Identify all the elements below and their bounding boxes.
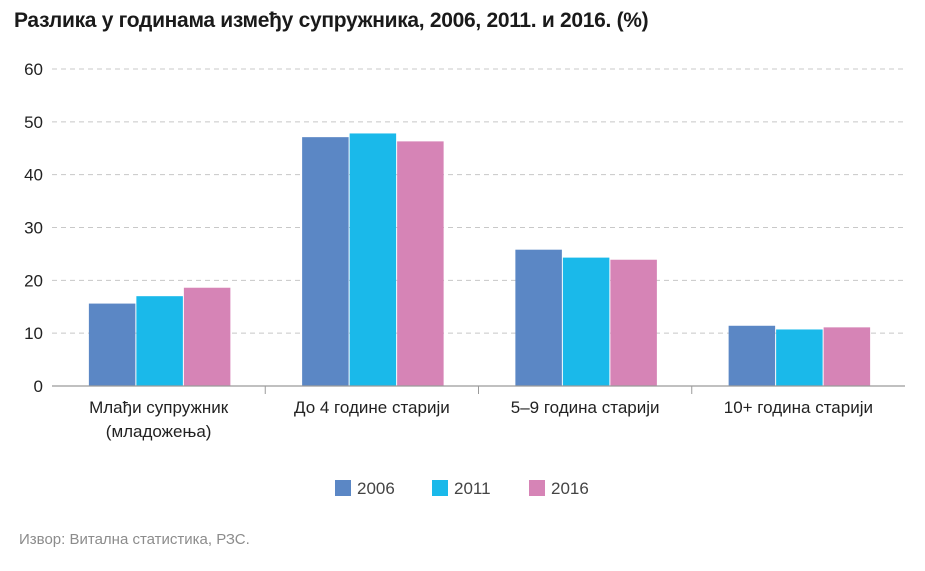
- bar-2006-cat-3: [728, 325, 776, 386]
- legend-label-2011: 2011: [454, 479, 491, 498]
- chart-title: Разлика у годинама између супружника, 20…: [14, 9, 649, 32]
- bar-2016-cat-1: [397, 141, 444, 386]
- y-tick-label-10: 10: [24, 324, 43, 343]
- x-tick-label-line: 10+ година старији: [724, 398, 873, 417]
- bar-2016-cat-0: [183, 287, 231, 386]
- x-tick-label-2: 5–9 година старији: [511, 398, 660, 417]
- bar-2016-cat-3: [823, 327, 871, 386]
- y-tick-label-0: 0: [34, 377, 43, 396]
- x-tick-label-line: Млађи супружник: [89, 398, 229, 417]
- legend-label-2006: 2006: [357, 479, 395, 498]
- legend-swatch-2006: [335, 480, 351, 496]
- source-note: Извор: Витална статистика, РЗС.: [19, 531, 250, 548]
- legend-label-2016: 2016: [551, 479, 589, 498]
- bar-2006-cat-0: [88, 303, 136, 386]
- bar-2006-cat-2: [515, 249, 562, 386]
- bar-2016-cat-2: [610, 259, 657, 386]
- x-tick-label-line: (младожења): [106, 422, 212, 441]
- y-tick-label-60: 60: [24, 60, 43, 79]
- y-tick-label-20: 20: [24, 271, 43, 290]
- legend-swatch-2016: [529, 480, 545, 496]
- x-tick-label-1: До 4 године старији: [294, 398, 450, 417]
- bar-2011-cat-3: [776, 329, 823, 386]
- bar-2006-cat-1: [302, 137, 349, 386]
- legend-swatch-2011: [432, 480, 448, 496]
- x-tick-label-line: 5–9 година старији: [511, 398, 660, 417]
- x-tick-label-3: 10+ година старији: [724, 398, 873, 417]
- y-tick-label-50: 50: [24, 113, 43, 132]
- y-tick-label-30: 30: [24, 219, 43, 238]
- y-tick-label-40: 40: [24, 166, 43, 185]
- bar-2011-cat-2: [562, 257, 610, 386]
- bar-2011-cat-1: [349, 133, 397, 386]
- bar-2011-cat-0: [136, 296, 183, 386]
- x-tick-label-line: До 4 године старији: [294, 398, 450, 417]
- x-tick-label-0: Млађи супружник (младожења): [89, 398, 229, 441]
